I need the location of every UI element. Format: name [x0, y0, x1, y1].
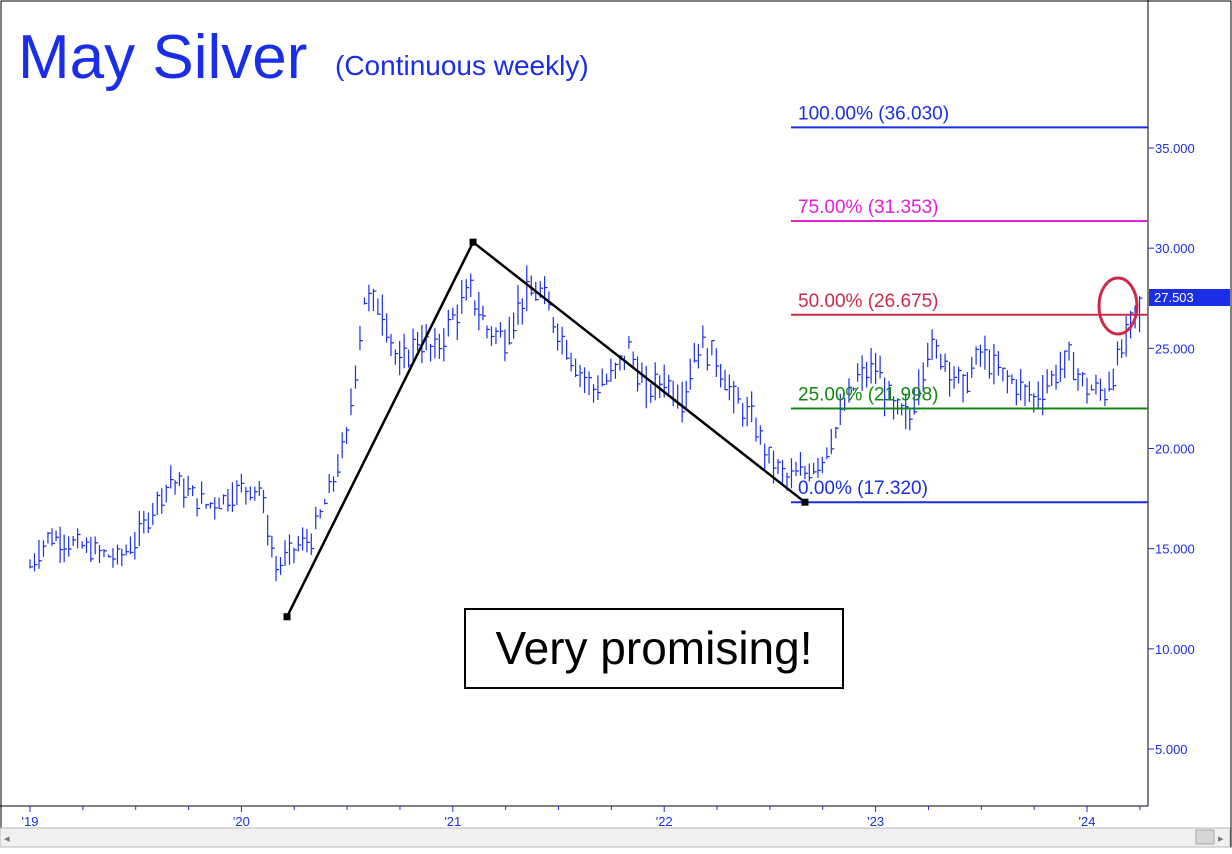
y-tick-label: 25.000	[1155, 341, 1195, 356]
scrollbar-thumb[interactable]	[1195, 829, 1215, 845]
y-tick-label: 30.000	[1155, 241, 1195, 256]
y-tick-label: 5.000	[1155, 742, 1188, 757]
scroll-right-icon[interactable]: ▸	[1218, 833, 1224, 845]
price-series	[29, 265, 1143, 582]
y-axis-ticks: 35.000 30.000 25.000 20.000 15.000 10.000 5.00…	[1148, 141, 1195, 757]
retracement-label: 75.00% (31.353)	[798, 197, 939, 218]
x-tick-label: '22	[656, 814, 673, 829]
annotation-box	[464, 608, 844, 689]
x-tick-label: '20	[233, 814, 250, 829]
x-axis-ticks: '19 '20 '21 '22 '23 '24	[22, 806, 1141, 829]
annotation-text: Very promising!	[495, 622, 812, 674]
chart-title: May Silver	[18, 23, 307, 92]
swing-point-marker	[283, 613, 291, 621]
retracement-label: 50.00% (26.675)	[798, 291, 939, 312]
x-tick-label: '19	[22, 814, 39, 829]
retracement-levels: 100.00% (36.030) 75.00% (31.353) 50.00% (2…	[791, 103, 1148, 504]
swing-markers	[283, 238, 809, 621]
horizontal-scrollbar[interactable]	[0, 827, 1231, 848]
retracement-label: 100.00% (36.030)	[798, 103, 949, 124]
scroll-left-icon[interactable]: ◂	[4, 833, 10, 845]
swing-point-marker	[801, 498, 809, 506]
x-tick-label: '24	[1079, 814, 1096, 829]
last-price-box	[1149, 289, 1230, 306]
y-tick-label: 10.000	[1155, 642, 1195, 657]
y-tick-label: 20.000	[1155, 442, 1195, 457]
y-tick-label: 35.000	[1155, 141, 1195, 156]
y-tick-label: 15.000	[1155, 542, 1195, 557]
highlight-circle	[1097, 276, 1139, 336]
retracement-label: 0.00% (17.320)	[798, 478, 928, 499]
swing-point-marker	[469, 238, 477, 246]
x-tick-label: '23	[867, 814, 884, 829]
chart-subtitle: (Continuous weekly)	[335, 50, 589, 81]
retracement-label: 25.00% (21.998)	[798, 384, 939, 405]
x-tick-label: '21	[444, 814, 461, 829]
last-price-label: 27.503	[1154, 290, 1194, 305]
